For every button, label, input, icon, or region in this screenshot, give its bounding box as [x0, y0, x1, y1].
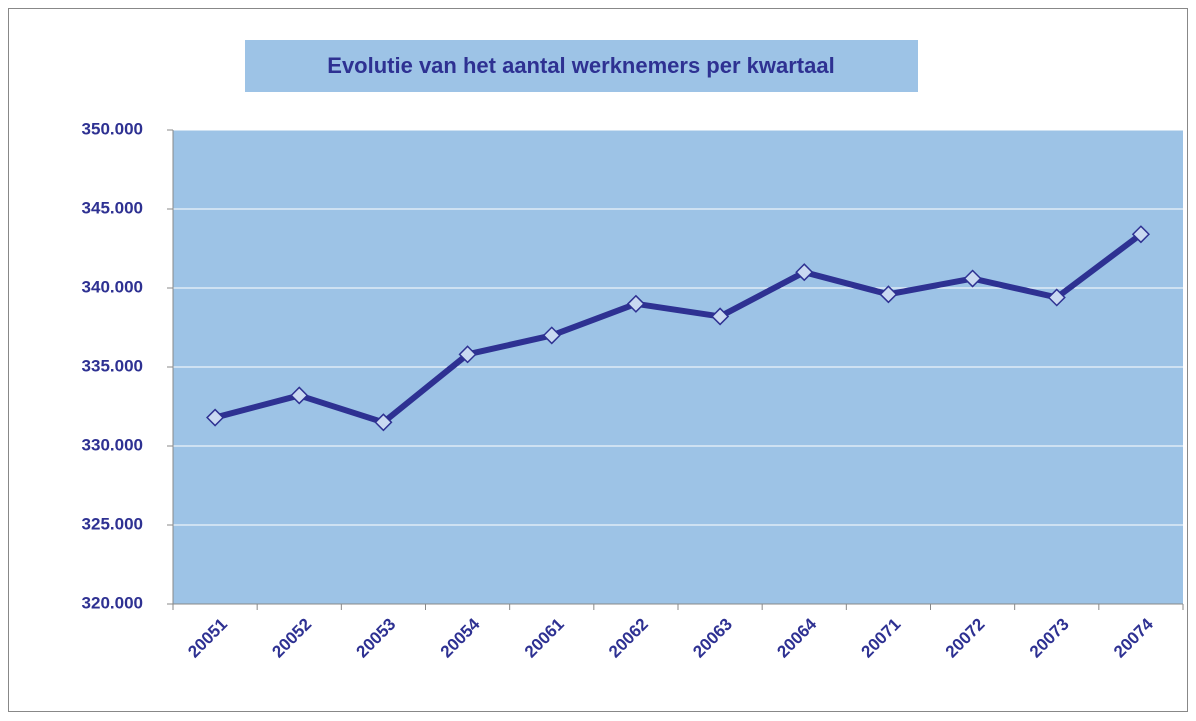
data-point	[879, 285, 898, 304]
data-point	[542, 326, 561, 345]
data-point	[290, 386, 309, 405]
y-tick-label: 330.000	[82, 435, 143, 454]
y-tick-label: 325.000	[82, 514, 143, 533]
y-tick-label: 335.000	[82, 356, 143, 375]
data-point	[458, 345, 477, 364]
data-point	[963, 269, 982, 288]
y-tick-label: 340.000	[82, 277, 143, 296]
data-point	[1047, 288, 1066, 307]
data-point	[711, 307, 730, 326]
y-tick-label: 350.000	[82, 119, 143, 138]
data-point	[374, 413, 393, 432]
data-point	[206, 408, 225, 427]
y-tick-label: 320.000	[82, 593, 143, 612]
data-point	[1131, 225, 1150, 244]
chart-title: Evolutie van het aantal werknemers per k…	[327, 53, 834, 78]
data-point	[626, 294, 645, 313]
series-line	[214, 231, 1143, 426]
title-box	[245, 40, 918, 92]
data-point	[795, 263, 814, 282]
y-tick-label: 345.000	[82, 198, 143, 217]
